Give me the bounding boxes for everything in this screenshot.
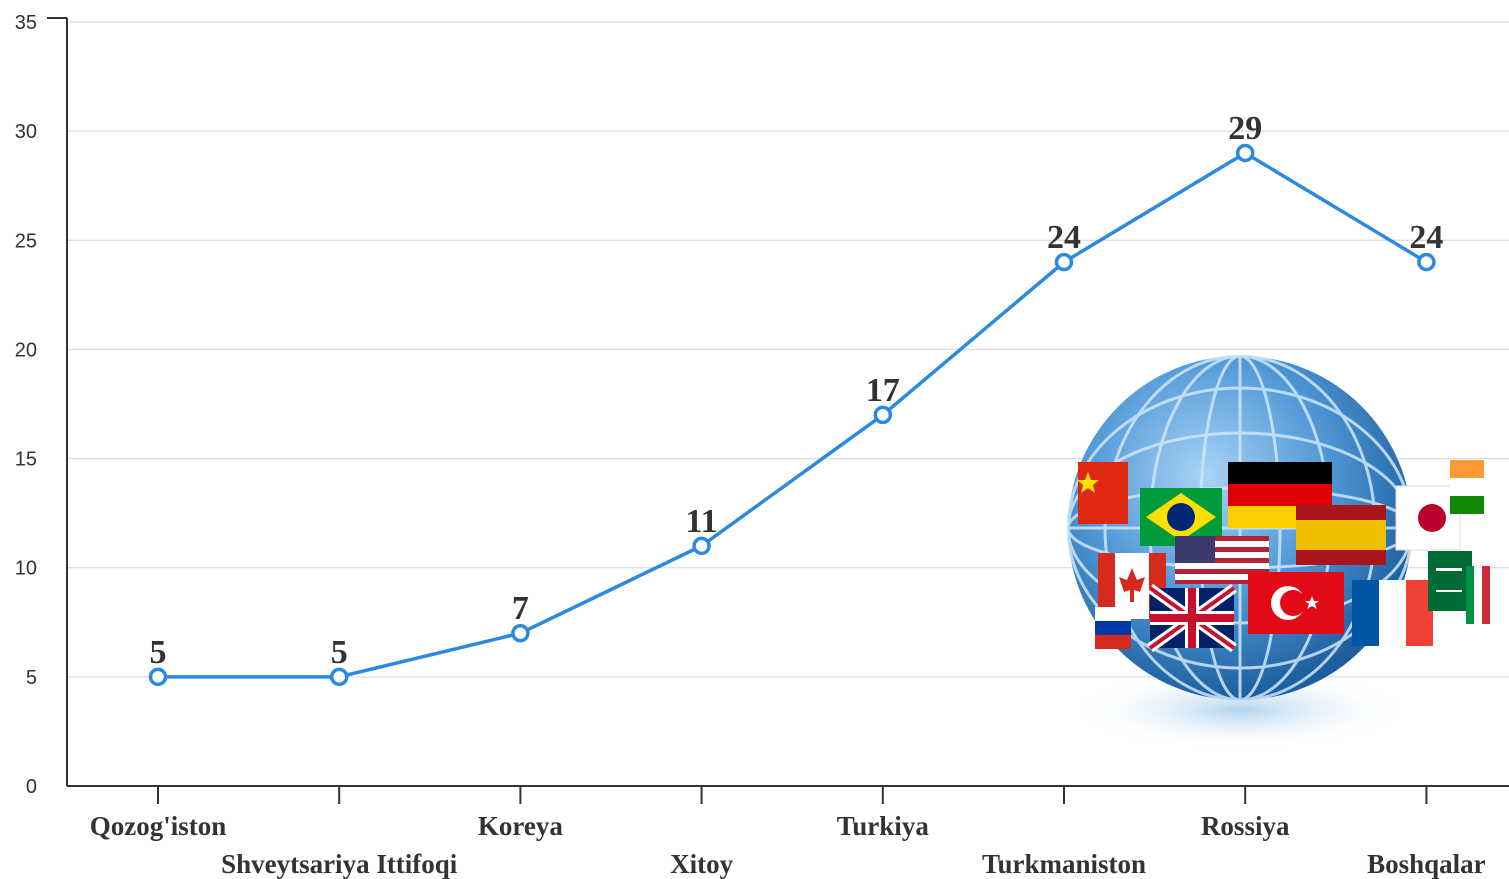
data-label: 24: [1409, 219, 1443, 256]
flag-turkey: [1248, 572, 1344, 634]
y-tick-label: 20: [15, 339, 37, 361]
x-tick-label: Turkiya: [837, 811, 930, 841]
y-tick-label: 35: [15, 12, 37, 34]
y-tick-label: 25: [15, 230, 37, 252]
data-label: 24: [1047, 219, 1081, 256]
flag-japan: [1395, 485, 1461, 551]
x-tick-label: Rossiya: [1201, 811, 1290, 841]
x-tick-label: Turkmaniston: [982, 849, 1146, 879]
data-label: 7: [512, 590, 529, 627]
flag-russia: [1095, 607, 1131, 649]
y-tick-label: 0: [26, 776, 37, 798]
x-axis-ticks: Qozog'iston Shveytsariya Ittifoqi Koreya Xi…: [90, 786, 1486, 879]
data-label: 17: [866, 372, 900, 409]
flag-italy: [1466, 566, 1490, 624]
y-gridlines: [67, 21, 1509, 678]
flag-saudi-arabia: [1428, 551, 1472, 611]
x-tick-label: Qozog'iston: [90, 811, 227, 841]
flag-india: [1450, 460, 1484, 514]
x-tick-label: Koreya: [478, 811, 563, 841]
data-point: [148, 667, 168, 687]
flag-france: [1352, 580, 1433, 646]
data-label: 5: [150, 634, 167, 671]
data-label: 11: [686, 503, 718, 540]
flag-china: [1077, 462, 1128, 524]
globe-with-flags-image: [1066, 354, 1490, 750]
x-tick-label: Boshqalar: [1367, 849, 1486, 879]
y-axis-ticks: 0 5 10 15 20 25 30 35: [15, 12, 37, 798]
y-tick-label: 5: [26, 667, 37, 689]
x-tick-label: Shveytsariya Ittifoqi: [221, 849, 458, 879]
data-label: 29: [1228, 110, 1262, 147]
data-points: [148, 143, 1436, 687]
data-point: [511, 623, 530, 643]
flag-spain: [1296, 505, 1386, 565]
series-line: [158, 151, 1428, 679]
data-point: [873, 405, 893, 425]
y-tick-label: 30: [15, 121, 37, 143]
y-tick-label: 15: [15, 449, 37, 471]
y-tick-label: 10: [15, 558, 37, 580]
globe-shadow: [1070, 670, 1410, 750]
data-point: [1235, 143, 1255, 163]
flag-uk: [1147, 583, 1237, 653]
data-point: [1417, 252, 1436, 272]
data-label: 5: [331, 634, 348, 671]
data-labels: 5 5 7 11 17 24 29 24: [150, 110, 1444, 671]
data-point: [329, 667, 349, 687]
data-point: [1054, 252, 1074, 272]
data-point: [692, 536, 711, 556]
series-polyline: [158, 151, 1428, 679]
x-tick-label: Xitoy: [670, 849, 733, 879]
